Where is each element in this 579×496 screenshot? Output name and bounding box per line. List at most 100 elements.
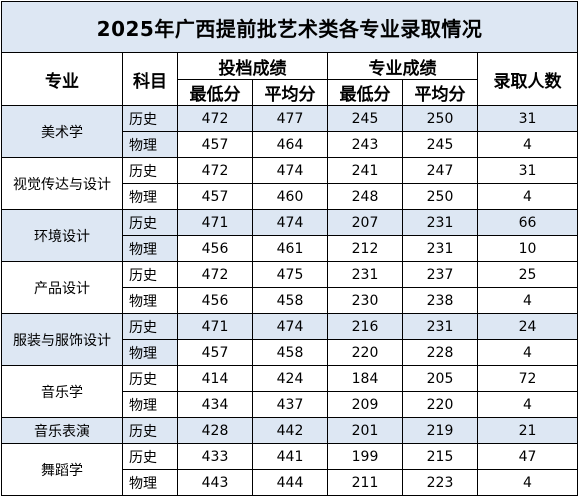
subject-cell: 历史 <box>122 209 178 236</box>
file-avg-cell: 474 <box>252 209 328 236</box>
admitted-cell: 31 <box>476 105 579 132</box>
header-major: 专业 <box>1 52 123 106</box>
file-min-cell: 457 <box>177 183 253 210</box>
table-row: 美术学 历史 472 477 245 250 31 <box>1 105 579 158</box>
subject-cell: 历史 <box>122 157 178 184</box>
subject-cell: 历史 <box>122 365 178 392</box>
admitted-cell: 25 <box>476 261 579 288</box>
subject-cell: 物理 <box>122 183 178 210</box>
file-min-cell: 471 <box>177 209 253 236</box>
admitted-cell: 21 <box>476 417 579 444</box>
header-file-avg: 平均分 <box>252 79 328 106</box>
table-row: 舞蹈学 历史 433 441 199 215 47 <box>1 443 579 496</box>
subject-cell: 历史 <box>122 313 178 340</box>
prof-min-cell: 212 <box>327 235 403 262</box>
subject-cell: 历史 <box>122 261 178 288</box>
major-cell: 舞蹈学 <box>1 443 123 496</box>
subject-cell: 历史 <box>122 417 178 444</box>
table-row: 音乐表演 历史 428 442 201 219 21 <box>1 417 579 444</box>
admitted-cell: 31 <box>476 157 579 184</box>
prof-avg-cell: 231 <box>402 209 478 236</box>
subject-cell: 历史 <box>122 105 178 132</box>
file-avg-cell: 464 <box>252 131 328 158</box>
prof-min-cell: 248 <box>327 183 403 210</box>
admitted-cell: 47 <box>476 443 579 470</box>
admitted-cell: 4 <box>476 339 579 366</box>
file-min-cell: 471 <box>177 313 253 340</box>
admitted-cell: 66 <box>476 209 579 236</box>
prof-min-cell: 231 <box>327 261 403 288</box>
prof-min-cell: 245 <box>327 105 403 132</box>
admitted-cell: 72 <box>476 365 579 392</box>
prof-min-cell: 184 <box>327 365 403 392</box>
prof-avg-cell: 237 <box>402 261 478 288</box>
prof-avg-cell: 245 <box>402 131 478 158</box>
admitted-cell: 4 <box>476 469 579 496</box>
prof-avg-cell: 250 <box>402 105 478 132</box>
file-avg-cell: 460 <box>252 183 328 210</box>
header-file-min: 最低分 <box>177 79 253 106</box>
prof-avg-cell: 219 <box>402 417 478 444</box>
table-row: 物理 457 464 243 245 4 <box>2 131 579 158</box>
major-cell: 环境设计 <box>1 209 123 262</box>
prof-min-cell: 216 <box>327 313 403 340</box>
table-row: 产品设计 历史 472 475 231 237 25 <box>1 261 579 314</box>
prof-avg-cell: 228 <box>402 339 478 366</box>
table-row: 物理 434 437 209 220 4 <box>2 391 579 418</box>
prof-avg-cell: 250 <box>402 183 478 210</box>
major-cell: 视觉传达与设计 <box>1 157 123 210</box>
prof-avg-cell: 205 <box>402 365 478 392</box>
prof-min-cell: 230 <box>327 287 403 314</box>
admitted-cell: 4 <box>476 287 579 314</box>
subject-cell: 物理 <box>122 391 178 418</box>
file-min-cell: 434 <box>177 391 253 418</box>
file-avg-cell: 458 <box>252 287 328 314</box>
file-min-cell: 472 <box>177 157 253 184</box>
subject-cell: 物理 <box>122 469 178 496</box>
subject-cell: 物理 <box>122 235 178 262</box>
table-row: 视觉传达与设计 历史 472 474 241 247 31 <box>1 157 579 210</box>
table-row: 环境设计 历史 471 474 207 231 66 <box>1 209 579 262</box>
admitted-cell: 4 <box>476 131 579 158</box>
file-min-cell: 472 <box>177 105 253 132</box>
file-avg-cell: 474 <box>252 313 328 340</box>
prof-min-cell: 243 <box>327 131 403 158</box>
admitted-cell: 10 <box>476 235 579 262</box>
major-cell: 音乐表演 <box>1 417 123 444</box>
header-prof-min: 最低分 <box>327 79 403 106</box>
prof-min-cell: 199 <box>327 443 403 470</box>
subject-cell: 物理 <box>122 339 178 366</box>
admitted-cell: 4 <box>476 391 579 418</box>
subject-cell: 物理 <box>122 287 178 314</box>
table-title: 2025年广西提前批艺术类各专业录取情况 <box>0 1 579 53</box>
prof-avg-cell: 231 <box>402 313 478 340</box>
prof-min-cell: 211 <box>327 469 403 496</box>
header-prof-avg: 平均分 <box>402 79 478 106</box>
table-row: 物理 456 461 212 231 10 <box>2 235 579 262</box>
file-min-cell: 457 <box>177 131 253 158</box>
table-row: 服装与服饰设计 历史 471 474 216 231 24 <box>1 313 579 366</box>
prof-avg-cell: 247 <box>402 157 478 184</box>
major-cell: 音乐学 <box>1 365 123 418</box>
file-min-cell: 414 <box>177 365 253 392</box>
header-prof-score: 专业成绩 <box>327 52 478 80</box>
file-min-cell: 443 <box>177 469 253 496</box>
table-row: 物理 443 444 211 223 4 <box>2 469 579 496</box>
prof-min-cell: 207 <box>327 209 403 236</box>
file-min-cell: 456 <box>177 235 253 262</box>
file-avg-cell: 444 <box>252 469 328 496</box>
file-avg-cell: 477 <box>252 105 328 132</box>
prof-avg-cell: 215 <box>402 443 478 470</box>
file-min-cell: 472 <box>177 261 253 288</box>
prof-avg-cell: 220 <box>402 391 478 418</box>
file-avg-cell: 475 <box>252 261 328 288</box>
file-min-cell: 433 <box>177 443 253 470</box>
file-min-cell: 456 <box>177 287 253 314</box>
file-avg-cell: 437 <box>252 391 328 418</box>
admitted-cell: 24 <box>476 313 579 340</box>
table-row: 音乐学 历史 414 424 184 205 72 <box>1 365 579 418</box>
major-cell: 产品设计 <box>1 261 123 314</box>
major-cell: 美术学 <box>1 105 123 158</box>
